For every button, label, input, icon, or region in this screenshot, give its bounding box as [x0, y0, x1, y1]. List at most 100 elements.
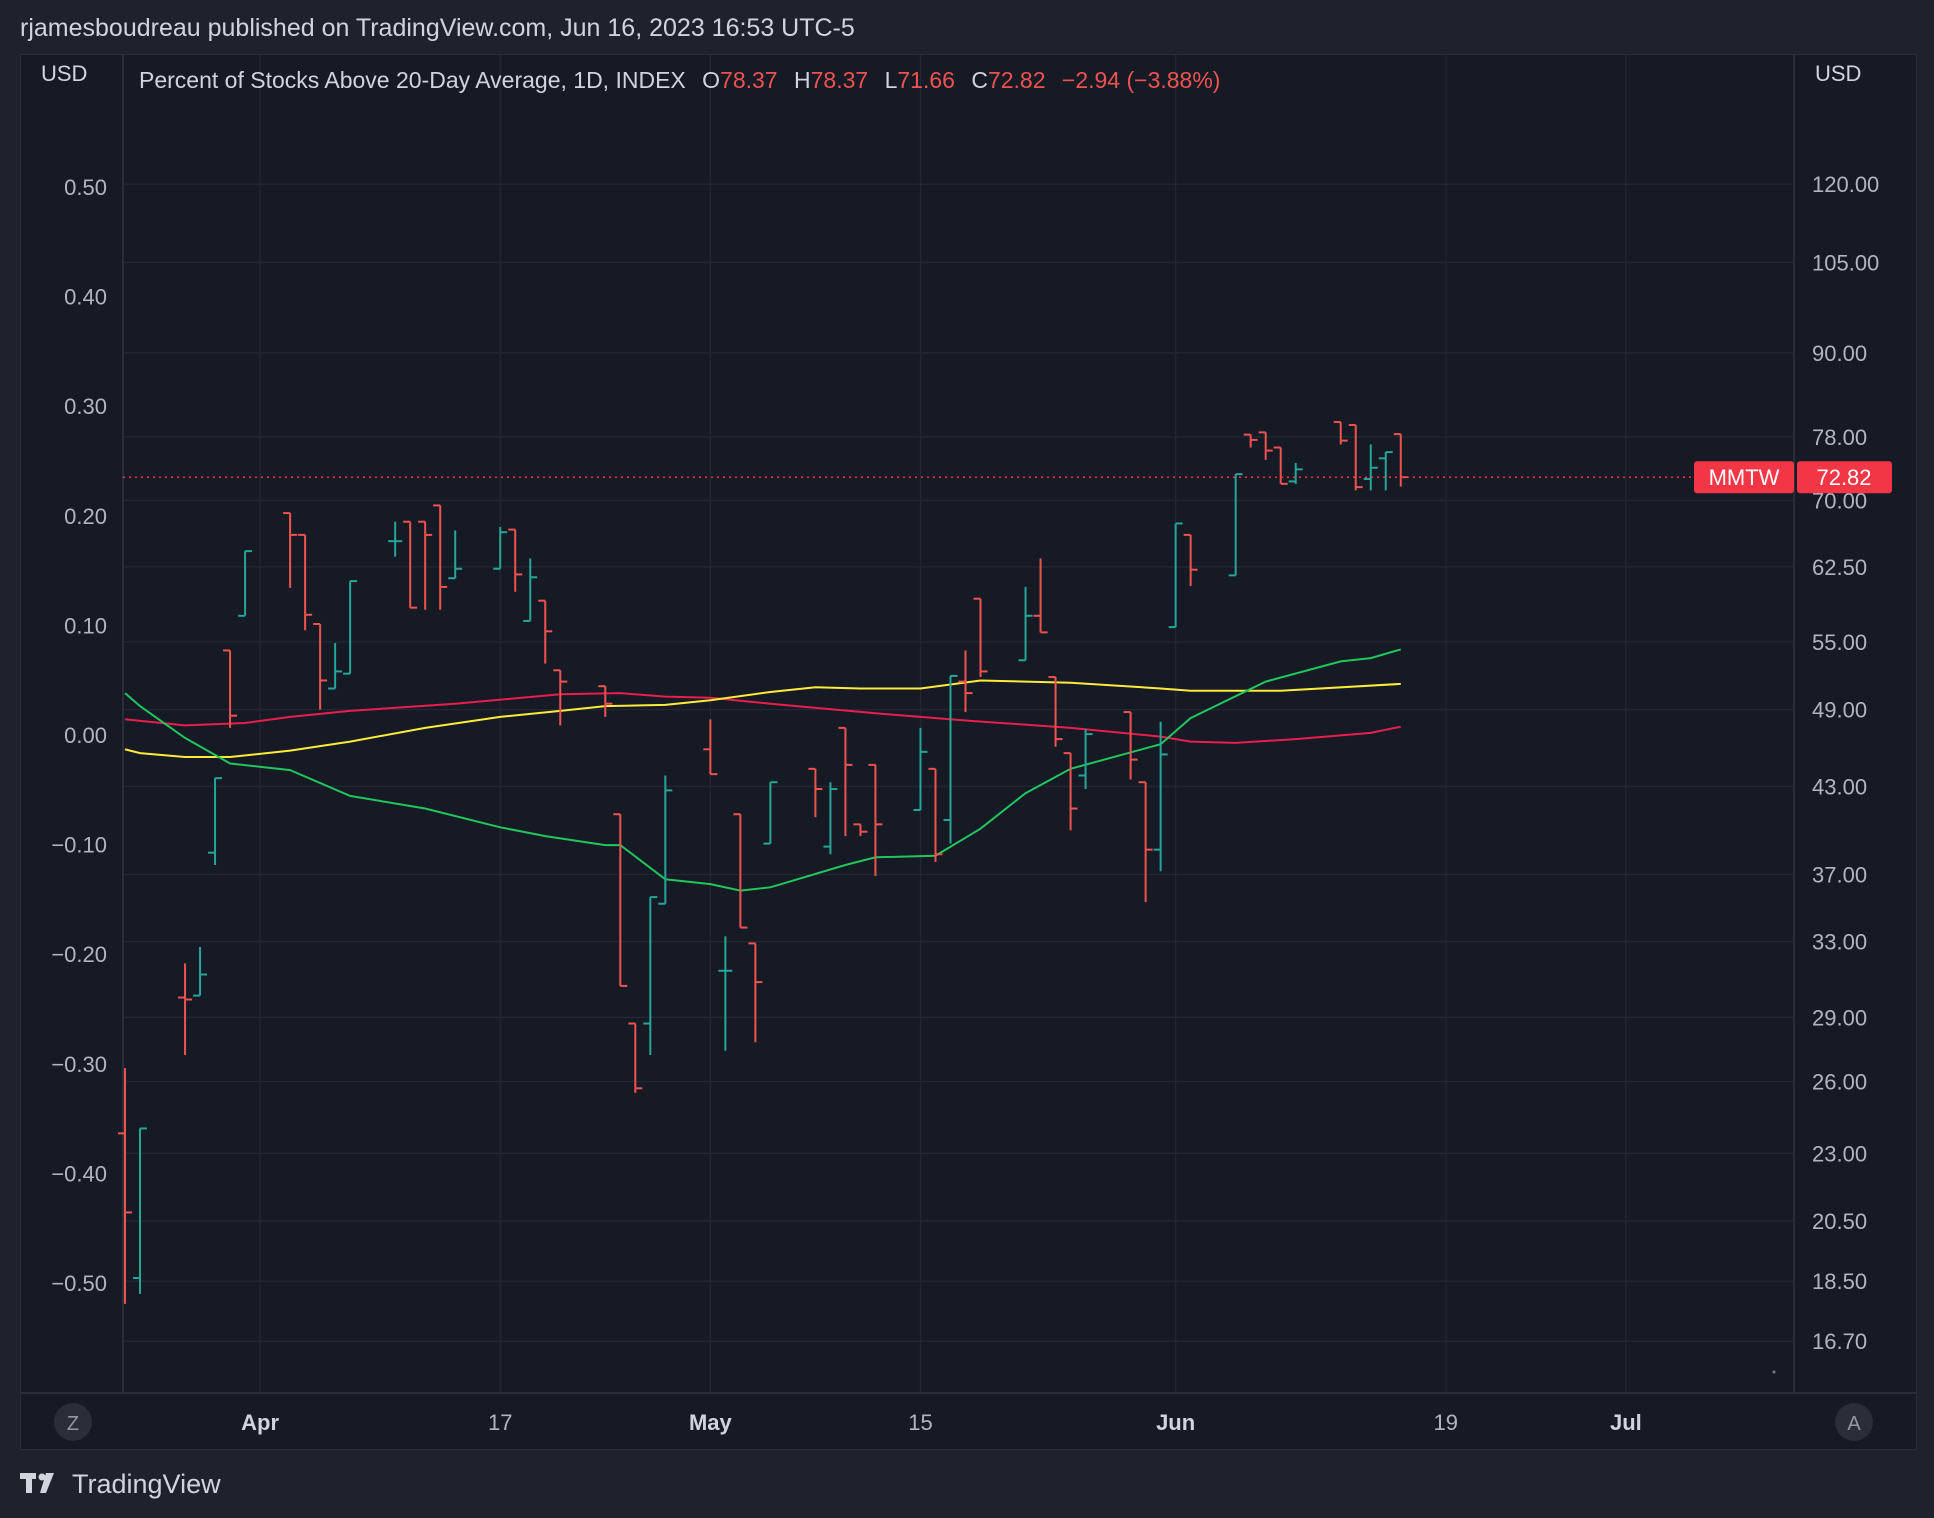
time-tick-label: Jul [1610, 1410, 1642, 1435]
ohlc-bar [193, 946, 208, 997]
ohlc-bar [628, 1022, 643, 1093]
tradingview-logo-icon [20, 1473, 64, 1495]
right-tick-label: 29.00 [1812, 1005, 1867, 1030]
ohlc-bar [1333, 421, 1348, 445]
left-tick-label: −0.10 [51, 833, 107, 858]
ohlc-bar [823, 782, 838, 855]
left-tick-label: 0.50 [64, 175, 107, 200]
ohlc-bar [598, 685, 613, 717]
ohlc-bar [118, 1068, 132, 1304]
ohlc-bar [238, 550, 253, 617]
ohlc-bar [1273, 446, 1288, 485]
moving-average-lines [124, 648, 1402, 892]
price-tag-symbol: MMTW [1709, 465, 1780, 490]
right-tick-label: 43.00 [1812, 774, 1867, 799]
price-tag-value: 72.82 [1816, 465, 1871, 490]
right-axis-unit: USD [1815, 61, 1861, 86]
ohlc-bar [1183, 533, 1198, 586]
ohlc-bar [943, 674, 958, 844]
right-tick-label: 20.50 [1812, 1209, 1867, 1234]
ohlc-bar [493, 526, 508, 570]
legend-open-label: O [702, 67, 720, 93]
ohlc-bar [958, 650, 973, 713]
right-tick-label: 62.50 [1812, 555, 1867, 580]
ohlc-bar [388, 521, 403, 557]
ohlc-bar [1288, 463, 1303, 484]
ohlc-bar [1393, 433, 1408, 487]
grid-lines [123, 55, 1794, 1393]
moving-average-line [124, 648, 1402, 892]
time-tick-label: 19 [1434, 1410, 1458, 1435]
ohlc-bar [1378, 451, 1393, 491]
ohlc-bar [448, 530, 463, 580]
chart-legend: Percent of Stocks Above 20-Day Average, … [139, 67, 1220, 93]
ohlc-bar [1258, 431, 1273, 460]
time-tick-label: Apr [241, 1410, 279, 1435]
z-button[interactable]: Z [54, 1403, 92, 1441]
ohlc-bar [523, 558, 538, 622]
moving-average-line [124, 692, 1402, 744]
right-tick-label: 33.00 [1812, 930, 1867, 955]
ohlc-bar [913, 727, 928, 811]
ohlc-bar [328, 642, 343, 690]
ohlc-bar [868, 763, 883, 877]
z-button-bg[interactable] [54, 1403, 92, 1441]
right-tick-label: 55.00 [1812, 630, 1867, 655]
right-tick-label: 49.00 [1812, 698, 1867, 723]
ohlc-bar [613, 813, 628, 987]
ohlc-bar [1363, 444, 1378, 491]
ohlc-bar [538, 599, 553, 664]
ohlc-bar [133, 1127, 148, 1295]
left-tick-label: 0.40 [64, 285, 107, 310]
right-tick-label: 105.00 [1812, 250, 1879, 275]
chart-panel[interactable]: USD USD Percent of Stocks Above 20-Day A… [20, 54, 1917, 1450]
chart-svg[interactable]: USD USD Percent of Stocks Above 20-Day A… [21, 55, 1916, 1449]
right-tick-label: 26.00 [1812, 1069, 1867, 1094]
footer-brand: TradingView [72, 1468, 221, 1499]
auto-scale-button[interactable]: A [1835, 1403, 1873, 1441]
footer: TradingView [20, 1466, 221, 1502]
ohlc-bar [343, 580, 358, 675]
ohlc-bar [1018, 586, 1033, 662]
time-tick-label: 17 [488, 1410, 512, 1435]
scroll-dot [1772, 1370, 1776, 1374]
ohlc-bar [1123, 711, 1138, 780]
left-tick-label: −0.30 [51, 1052, 107, 1077]
legend-close-value: 72.82 [988, 67, 1046, 93]
right-tick-label: 120.00 [1812, 172, 1879, 197]
time-tick-label: May [689, 1410, 733, 1435]
ohlc-bar [223, 649, 238, 728]
publish-header: rjamesboudreau published on TradingView.… [20, 14, 855, 42]
right-tick-label: 78.00 [1812, 425, 1867, 450]
ohlc-bars [118, 421, 1408, 1304]
price-tag-symbol-bg [1694, 461, 1794, 494]
legend-high-label: H [794, 67, 811, 93]
ohlc-bar [298, 533, 313, 631]
ohlc-bar [1168, 522, 1183, 629]
time-axis-ticks: Apr 17 May 15 Jun 19 Jul [241, 1410, 1642, 1435]
right-tick-label: 90.00 [1812, 341, 1867, 366]
z-button-label[interactable]: Z [67, 1413, 79, 1435]
ohlc-bar [178, 963, 193, 1056]
legend-high-value: 78.37 [811, 67, 869, 93]
right-tick-label: 18.50 [1812, 1269, 1867, 1294]
ohlc-bar [973, 597, 988, 678]
left-tick-label: −0.40 [51, 1161, 107, 1186]
ohlc-bar [1153, 721, 1168, 872]
ohlc-bar [1348, 423, 1363, 491]
legend-title: Percent of Stocks Above 20-Day Average, … [139, 67, 686, 93]
auto-scale-button-label[interactable]: A [1847, 1413, 1861, 1435]
ohlc-bar [763, 781, 778, 845]
ohlc-bar [553, 669, 568, 726]
ohlc-bar [733, 813, 748, 929]
time-tick-label: 15 [908, 1410, 932, 1435]
left-tick-label: 0.10 [64, 613, 107, 638]
ohlc-bar [658, 775, 673, 905]
auto-scale-button-bg[interactable] [1835, 1403, 1873, 1441]
ohlc-bar [1243, 433, 1258, 448]
ohlc-bar [313, 623, 328, 710]
price-tag-value-bg [1797, 461, 1892, 494]
legend-change: −2.94 (−3.88%) [1062, 67, 1221, 93]
left-tick-label: 0.00 [64, 723, 107, 748]
ohlc-bar [403, 520, 418, 609]
